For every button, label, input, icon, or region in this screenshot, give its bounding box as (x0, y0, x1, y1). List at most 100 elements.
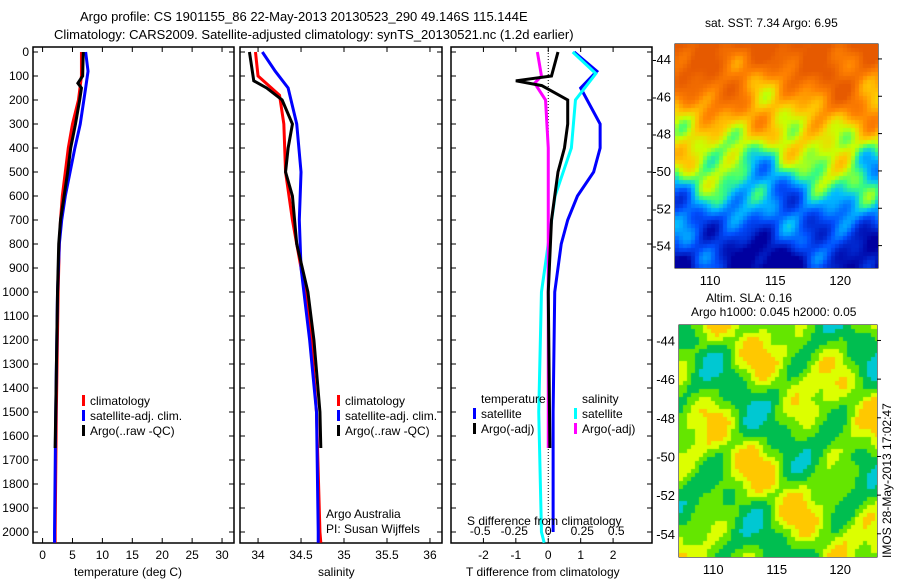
map-x-tick-label: 115 (765, 273, 786, 288)
x-tick-label: 15 (126, 548, 140, 562)
x-tick-label: 20 (156, 548, 170, 562)
y-tick-label: 1300 (2, 357, 29, 371)
y-tick-label: 1200 (2, 333, 29, 347)
map-y-tick-label: -54 (656, 527, 675, 542)
x-tick-label: -1 (511, 548, 522, 562)
map-x-tick-label: 120 (829, 273, 851, 288)
map-y-tick-label: -44 (652, 52, 671, 67)
sst-map-image (675, 44, 878, 268)
temperature-legend: climatology satellite-adj. clim. Argo(..… (82, 394, 182, 439)
map-y-tick-label: -52 (652, 201, 671, 216)
plot-frame-difference (450, 46, 653, 544)
y-tick-label: 500 (9, 165, 29, 179)
profile-line-argo (53, 51, 85, 449)
diff-salinity-legend: salinity satellite Argo(-adj) (574, 392, 635, 437)
y-tick-label: 100 (9, 69, 29, 83)
x-tick-label: 10 (96, 548, 110, 562)
y-tick-label: 2000 (2, 525, 29, 539)
s-tick-label: -0.5 (470, 524, 491, 538)
map-x-tick-label: 120 (829, 562, 851, 577)
title-line-2: Climatology: CARS2009. Satellite-adjuste… (54, 27, 574, 42)
x-tick-label: 1 (577, 548, 584, 562)
y-tick-label: 300 (9, 117, 29, 131)
profile-line-t-argo-adj- (515, 51, 570, 449)
y-tick-label: 1800 (2, 477, 29, 491)
y-tick-label: 900 (9, 261, 29, 275)
map-y-tick-label: -46 (652, 89, 671, 104)
legend-climatology: climatology (90, 394, 151, 408)
x-tick-label: 0 (39, 548, 46, 562)
y-tick-label: 1900 (2, 501, 29, 515)
legend-s-satellite: satellite (582, 407, 623, 421)
salinity-legend: climatology satellite-adj. clim. Argo(..… (337, 394, 437, 439)
y-tick-label: 1000 (2, 285, 29, 299)
profile-line-climatology (53, 52, 83, 543)
map-y-tick-label: -50 (652, 164, 671, 179)
map-x-tick-label: 110 (703, 562, 724, 577)
x-tick-label: -2 (478, 548, 489, 562)
profile-line-t-satellite (551, 50, 602, 532)
profile-line-climatology (253, 51, 323, 543)
t-diff-axis-label: T difference from climatology (466, 565, 620, 579)
y-tick-label: 1100 (3, 309, 29, 323)
y-tick-label: 1500 (2, 405, 29, 419)
x-tick-label: 34.5 (289, 548, 313, 562)
legend-t-satellite: satellite (481, 407, 522, 421)
s-tick-label: -0.25 (501, 524, 529, 538)
x-tick-label: 0 (545, 548, 552, 562)
y-tick-label: 0 (22, 45, 29, 59)
y-tick-label: 700 (9, 213, 29, 227)
map-y-tick-label: -48 (656, 411, 675, 426)
s-diff-axis-label: S difference from climatology (467, 514, 622, 528)
map-x-tick-label: 110 (700, 273, 721, 288)
x-tick-label: 36 (423, 548, 437, 562)
y-tick-label: 400 (9, 141, 29, 155)
x-tick-label: 35 (337, 548, 351, 562)
map-y-tick-label: -44 (656, 333, 675, 348)
y-tick-label: 600 (9, 189, 29, 203)
s-tick-label: 0.5 (608, 524, 625, 538)
y-tick-label: 1600 (2, 429, 29, 443)
credit-line-1: Argo Australia (326, 507, 401, 521)
x-tick-label: 25 (185, 548, 199, 562)
y-tick-label: 800 (9, 237, 29, 251)
legend-s-argo: Argo(-adj) (582, 422, 636, 436)
profile-line-argo (247, 51, 323, 449)
y-tick-label: 1700 (2, 453, 29, 467)
x-tick-label: 2 (610, 548, 617, 562)
data-credit: Argo Australia PI: Susan Wijffels (326, 507, 420, 537)
x-tick-label: 35.5 (375, 548, 399, 562)
sla-map-title-1: Altim. SLA: 0.16 (706, 291, 793, 305)
sla-map-image (679, 325, 877, 557)
y-tick-label: 200 (9, 93, 29, 107)
x-tick-label: 30 (215, 548, 229, 562)
salinity-axis-label: salinity (318, 565, 355, 579)
legend-climatology: climatology (345, 394, 406, 408)
footer-timestamp: IMOS 28-May-2013 17:02:47 (880, 403, 894, 558)
map-y-tick-label: -46 (656, 372, 675, 387)
sst-map-title: sat. SST: 7.34 Argo: 6.95 (705, 16, 838, 30)
s-tick-label: 0 (545, 524, 552, 538)
x-tick-label: 34 (251, 548, 265, 562)
map-x-tick-label: 115 (766, 562, 787, 577)
legend-satellite: satellite-adj. clim. (345, 409, 438, 423)
map-y-tick-label: -52 (656, 488, 675, 503)
diff-temperature-legend: temperature satellite Argo(-adj) (473, 392, 546, 437)
credit-line-2: PI: Susan Wijffels (326, 522, 420, 536)
legend-t-argo: Argo(-adj) (481, 422, 535, 436)
legend-title: salinity (582, 392, 619, 406)
map-y-tick-label: -50 (656, 449, 675, 464)
sla-map-title-2: Argo h1000: 0.045 h2000: 0.05 (691, 305, 857, 319)
plot-frame-salinity (239, 46, 443, 544)
legend-argo: Argo(..raw -QC) (90, 424, 175, 438)
profile-line-satellite-adj-clim- (261, 51, 320, 543)
temperature-axis-label: temperature (deg C) (74, 565, 183, 579)
map-y-tick-label: -48 (652, 127, 671, 142)
title-line-1: Argo profile: CS 1901155_86 22-May-2013 … (80, 9, 528, 24)
x-tick-label: 5 (69, 548, 76, 562)
plot-frame-temperature (32, 46, 235, 544)
map-y-tick-label: -54 (652, 239, 671, 254)
legend-argo: Argo(..raw -QC) (345, 424, 430, 438)
